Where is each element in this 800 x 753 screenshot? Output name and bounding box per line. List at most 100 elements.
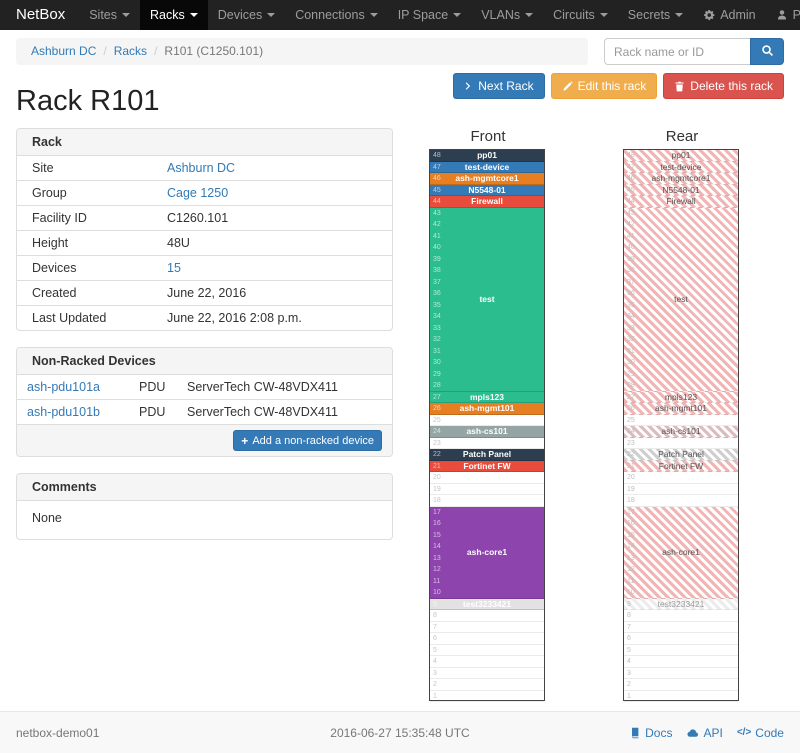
rack-unit-slot xyxy=(430,656,544,668)
nav-item-label: Circuits xyxy=(553,8,595,22)
edit-rack-button[interactable]: Edit this rack xyxy=(550,73,658,99)
rack-device-rear[interactable]: ash-cs101 xyxy=(624,426,738,438)
breadcrumb-item[interactable]: Racks xyxy=(113,44,148,58)
rack-rear: pp01 test-device ash-mgmtcore1 N5548-01 Fire… xyxy=(623,149,739,702)
footer-link-label: API xyxy=(703,725,723,740)
rack-attr-row: Last Updated June 22, 2016 2:08 p.m. xyxy=(17,305,392,330)
rack-unit-slot xyxy=(430,484,544,495)
search-input[interactable] xyxy=(604,38,750,65)
breadcrumb-item[interactable]: Ashburn DC xyxy=(31,44,97,58)
breadcrumb-separator: / xyxy=(154,44,158,58)
nav-admin[interactable]: Admin xyxy=(693,0,765,30)
rack-device-front[interactable]: mpls123 xyxy=(430,391,544,403)
rack-attr-row: Site Ashburn DC xyxy=(17,156,392,181)
rack-device-front[interactable]: ash-mgmtcore1 xyxy=(430,173,544,185)
delete-rack-button[interactable]: Delete this rack xyxy=(663,73,784,99)
rack-device-front[interactable]: ash-mgmt101 xyxy=(430,403,544,415)
nav-item-racks[interactable]: Racks xyxy=(140,0,208,30)
footer-link-api[interactable]: API xyxy=(686,725,723,740)
rack-attr-row: Created June 22, 2016 xyxy=(17,280,392,306)
rack-device-front[interactable]: ash-core1 xyxy=(430,506,544,599)
nonracked-device-role: PDU xyxy=(129,399,177,424)
rack-attr-row: Group Cage 1250 xyxy=(17,180,392,206)
rack-device-rear[interactable]: ash-mgmt101 xyxy=(624,403,738,415)
rack-device-front[interactable]: pp01 xyxy=(430,150,544,162)
nonracked-device-row: ash-pdu101b PDU ServerTech CW-48VDX411 xyxy=(17,399,392,424)
rack-unit-slot xyxy=(624,668,738,679)
attr-value-link[interactable]: Cage 1250 xyxy=(167,186,229,200)
page-footer: netbox-demo01 2016-06-27 15:35:48 UTC Do… xyxy=(0,711,800,753)
pencil-icon xyxy=(562,80,573,92)
rack-device-rear[interactable]: Firewall xyxy=(624,196,738,208)
cloud-icon xyxy=(686,727,699,739)
attr-label: Height xyxy=(17,230,152,256)
nav-profile[interactable]: Profile xyxy=(766,0,800,30)
brand-link[interactable]: NetBox xyxy=(16,6,66,23)
rack-device-rear[interactable]: ash-mgmtcore1 xyxy=(624,173,738,185)
chevron-right-icon xyxy=(464,81,473,91)
footer-link-code[interactable]: </> Code xyxy=(737,726,784,740)
nav-item-label: Devices xyxy=(217,8,263,22)
breadcrumb-separator: / xyxy=(103,44,107,58)
rack-unit-slot xyxy=(430,622,544,633)
rack-unit-slot xyxy=(430,495,544,507)
rack-device-front[interactable]: test3233421 xyxy=(430,598,544,610)
attr-label: Last Updated xyxy=(17,305,152,330)
rack-device-rear[interactable]: pp01 xyxy=(624,150,738,162)
rack-device-front[interactable]: Patch Panel xyxy=(430,449,544,461)
rack-device-rear[interactable]: test-device xyxy=(624,161,738,173)
attr-value: June 22, 2016 2:08 p.m. xyxy=(152,305,392,330)
nav-item-secrets[interactable]: Secrets xyxy=(618,0,693,30)
rack-device-rear[interactable]: Patch Panel xyxy=(624,449,738,461)
nonracked-device-link[interactable]: ash-pdu101b xyxy=(27,405,100,419)
search-button[interactable] xyxy=(750,38,784,65)
add-nonracked-device-button[interactable]: + Add a non-racked device xyxy=(233,430,382,451)
rack-device-rear[interactable]: test xyxy=(624,207,738,392)
nav-item-ip-space[interactable]: IP Space xyxy=(388,0,472,30)
attr-value: 48U xyxy=(152,230,392,256)
nav-item-vlans[interactable]: VLANs xyxy=(471,0,543,30)
nav-right: AdminProfileLog out xyxy=(693,0,800,30)
next-rack-button[interactable]: Next Rack xyxy=(453,73,545,99)
rack-device-front[interactable]: Fortinet FW xyxy=(430,460,544,472)
attr-value-link[interactable]: 15 xyxy=(167,261,181,275)
rack-elevations: Front pp01 test-device ash-mgmtcore1 N5548-… xyxy=(429,128,741,702)
attr-label: Group xyxy=(17,180,152,206)
attr-label: Site xyxy=(32,161,54,175)
header-row: Rack R101 Next Rack Edit this rack Delet… xyxy=(0,65,800,118)
rack-device-front[interactable]: N5548-01 xyxy=(430,184,544,196)
rack-device-rear[interactable]: test3233421 xyxy=(624,598,738,610)
rack-device-front[interactable]: ash-cs101 xyxy=(430,426,544,438)
nav-item-devices[interactable]: Devices xyxy=(208,0,285,30)
nonracked-device-type: ServerTech CW-48VDX411 xyxy=(177,399,392,424)
rack-unit-slot xyxy=(624,610,738,622)
rack-device-front[interactable]: Firewall xyxy=(430,196,544,208)
rack-elevation-rear: Rear pp01 test-device ash-mgmtcore1 N5548-0… xyxy=(623,128,741,702)
gear-icon xyxy=(703,9,715,21)
attr-value: 15 xyxy=(152,255,392,281)
attr-value: Cage 1250 xyxy=(152,180,392,206)
attr-value-link[interactable]: Ashburn DC xyxy=(167,161,236,175)
footer-link-docs[interactable]: Docs xyxy=(629,726,672,740)
nav-item-label: Racks xyxy=(150,8,185,22)
nav-item-sites[interactable]: Sites xyxy=(79,0,140,30)
nonracked-panel: Non-Racked Devices ash-pdu101a PDU ServerT… xyxy=(16,347,393,457)
nonracked-device-link[interactable]: ash-pdu101a xyxy=(27,380,100,394)
comments-panel-title: Comments xyxy=(17,474,392,501)
nav-item-circuits[interactable]: Circuits xyxy=(543,0,618,30)
next-rack-label: Next Rack xyxy=(478,79,534,93)
rack-device-rear[interactable]: Fortinet FW xyxy=(624,460,738,472)
rack-unit-slot xyxy=(430,679,544,691)
rack-device-rear[interactable]: N5548-01 xyxy=(624,184,738,196)
attr-label: Devices xyxy=(17,255,152,281)
nonracked-panel-footer: + Add a non-racked device xyxy=(17,424,392,456)
rack-device-rear[interactable]: mpls123 xyxy=(624,391,738,403)
rack-device-rear[interactable]: ash-core1 xyxy=(624,506,738,599)
rack-device-front[interactable]: test xyxy=(430,207,544,392)
rack-info-panel: Rack Site Ashburn DC Group Cage 1250 Facilit… xyxy=(16,128,393,331)
rack-device-front[interactable]: test-device xyxy=(430,161,544,173)
nonracked-device-role: PDU xyxy=(139,380,166,394)
nav-right-label: Admin xyxy=(720,8,756,22)
rack-unit-slot xyxy=(430,610,544,622)
nav-item-connections[interactable]: Connections xyxy=(285,0,388,30)
